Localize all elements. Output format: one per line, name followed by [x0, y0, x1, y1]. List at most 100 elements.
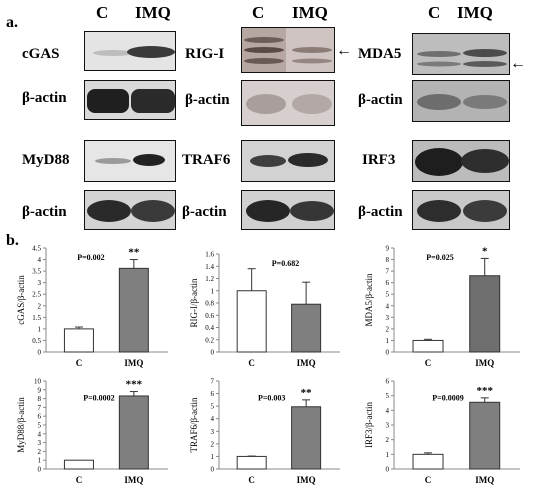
blot-image-rig-i — [241, 27, 335, 73]
y-tick-label: 3 — [211, 428, 215, 436]
panel-b-label: b. — [6, 232, 19, 249]
lane-header-c: C — [252, 3, 265, 22]
y-tick-label: 0.4 — [205, 324, 214, 332]
band-arrow-icon: ← — [336, 42, 352, 59]
blot-image-mda5 — [412, 33, 510, 75]
x-category-label: C — [76, 475, 83, 485]
y-tick-label: 3.5 — [32, 268, 41, 276]
y-tick-label: 3 — [38, 439, 42, 447]
x-category-label: IMQ — [124, 475, 143, 485]
blot-label-cgas: cGAS — [22, 46, 60, 62]
y-tick-label: 0 — [38, 349, 42, 357]
y-tick-label: 8 — [38, 395, 42, 403]
bar-c — [412, 339, 444, 353]
bar-c — [236, 455, 267, 470]
x-category-label: IMQ — [124, 358, 143, 368]
x-category-label: C — [248, 475, 255, 485]
significance-stars: *** — [476, 385, 493, 397]
blot-image-myd88 — [84, 140, 176, 182]
y-tick-label: 2 — [38, 448, 42, 456]
y-tick-label: 10 — [34, 378, 42, 386]
blot-label-beta-actin: β-actin — [22, 90, 67, 106]
blot-label-beta-actin: β-actin — [22, 204, 67, 220]
y-tick-label: 3 — [38, 279, 42, 287]
panel-a-label: a. — [6, 14, 18, 31]
x-category-label: C — [425, 358, 432, 368]
y-tick-label: 0.8 — [205, 300, 214, 308]
x-category-label: C — [76, 358, 83, 368]
y-axis-label: MyD88/β-actin — [16, 397, 26, 453]
x-category-label: C — [248, 358, 255, 368]
y-tick-label: 6 — [386, 279, 390, 287]
y-tick-label: 8 — [386, 256, 390, 264]
p-value-label: P=0.0009 — [432, 393, 463, 402]
blot-image-traf6 — [241, 140, 335, 182]
blot-image-beta-actin — [84, 190, 176, 230]
y-tick-label: 2 — [386, 436, 390, 444]
blot-label-beta-actin: β-actin — [185, 92, 230, 108]
y-tick-label: 6 — [386, 378, 390, 386]
p-value-label: P=0.002 — [77, 253, 104, 262]
blot-label-beta-actin: β-actin — [358, 204, 403, 220]
y-tick-label: 1 — [38, 457, 42, 465]
y-tick-label: 0 — [386, 466, 390, 474]
blot-image-beta-actin — [241, 80, 335, 126]
y-tick-label: 1 — [386, 451, 390, 459]
y-axis-label: cGAS/β-actin — [16, 275, 26, 325]
y-tick-label: 6 — [38, 413, 42, 421]
y-tick-label: 7 — [211, 378, 215, 386]
bar-c — [63, 459, 94, 470]
lane-header-c: C — [428, 3, 441, 22]
y-tick-label: 1 — [211, 453, 215, 461]
x-category-label: IMQ — [297, 475, 316, 485]
bar-imq — [118, 395, 149, 470]
y-tick-label: 1.2 — [205, 275, 214, 283]
significance-stars: ** — [128, 247, 140, 259]
y-tick-label: 1 — [386, 337, 390, 345]
y-tick-label: 2 — [211, 440, 215, 448]
blot-image-irf3 — [412, 140, 510, 182]
blot-label-traf6: TRAF6 — [182, 152, 231, 168]
y-tick-label: 4 — [38, 430, 42, 438]
y-tick-label: 1 — [211, 287, 215, 295]
blot-label-myd88: MyD88 — [22, 152, 70, 168]
y-tick-label: 2 — [38, 302, 42, 310]
bar-imq — [118, 267, 149, 353]
y-tick-label: 0 — [386, 349, 390, 357]
y-tick-label: 2 — [386, 325, 390, 333]
blot-label-beta-actin: β-actin — [358, 92, 403, 108]
y-tick-label: 4 — [386, 302, 390, 310]
y-tick-label: 5 — [38, 422, 42, 430]
bar-imq — [469, 401, 501, 470]
y-tick-label: 9 — [386, 245, 390, 253]
p-value-label: P=0.003 — [258, 393, 285, 402]
lane-header-imq: IMQ — [457, 3, 493, 22]
y-tick-label: 7 — [386, 268, 390, 276]
y-tick-label: 0 — [38, 466, 42, 474]
y-tick-label: 1.4 — [205, 263, 214, 271]
blot-label-irf3: IRF3 — [362, 152, 396, 168]
y-tick-label: 1.5 — [32, 314, 41, 322]
bar-imq — [291, 406, 322, 470]
y-tick-label: 5 — [211, 403, 215, 411]
band-arrow-icon: ← — [510, 55, 526, 72]
y-axis-label: TRAF6/β-actin — [189, 397, 199, 453]
y-tick-label: 1.6 — [205, 251, 214, 259]
bar-c — [412, 453, 444, 470]
y-tick-label: 6 — [211, 390, 215, 398]
bar-c — [236, 290, 267, 353]
significance-stars: *** — [126, 379, 143, 391]
significance-stars: ** — [301, 387, 313, 399]
y-axis-label: RIG-I/β-actin — [189, 278, 199, 328]
lane-header-c: C — [96, 3, 109, 22]
y-tick-label: 9 — [38, 386, 42, 394]
y-tick-label: 0 — [211, 349, 215, 357]
blot-image-cgas — [84, 31, 176, 71]
y-tick-label: 5 — [386, 291, 390, 299]
y-axis-label: MDA5/β-actin — [364, 273, 374, 327]
y-tick-label: 5 — [386, 392, 390, 400]
bar-c — [63, 328, 94, 353]
bar-imq — [291, 303, 322, 353]
